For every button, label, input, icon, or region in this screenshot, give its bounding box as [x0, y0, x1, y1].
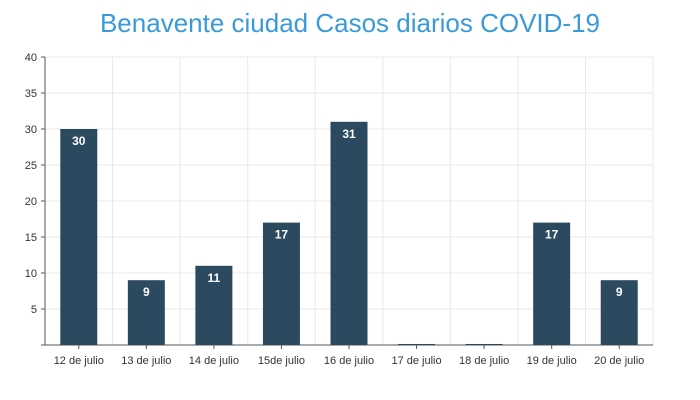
x-tick-label: 12 de julio	[54, 355, 104, 367]
data-label: 30	[72, 134, 86, 148]
data-label: 31	[342, 127, 356, 141]
data-label: 17	[275, 228, 289, 242]
x-tick-label: 14 de julio	[189, 355, 239, 367]
y-tick-label: 15	[25, 232, 37, 244]
y-tick-label: 30	[25, 124, 37, 136]
x-tick-label: 17 de julio	[391, 355, 441, 367]
y-tick-label: 25	[25, 160, 37, 172]
bar	[465, 344, 503, 345]
data-label: 9	[143, 285, 150, 299]
bar	[262, 222, 300, 345]
bar	[195, 265, 233, 345]
x-tick-label: 20 de julio	[594, 355, 644, 367]
bar	[533, 222, 571, 345]
x-tick-label: 19 de julio	[527, 355, 577, 367]
bar	[330, 121, 368, 345]
bar	[60, 129, 98, 345]
y-tick-label: 10	[25, 268, 37, 280]
data-label: 9	[616, 285, 623, 299]
y-tick-label: 20	[25, 196, 37, 208]
x-tick-label: 18 de julio	[459, 355, 509, 367]
y-tick-label: 35	[25, 88, 37, 100]
x-tick-label: 13 de julio	[121, 355, 171, 367]
data-label: 11	[208, 271, 221, 285]
data-label: 17	[545, 228, 559, 242]
y-tick-label: 5	[31, 304, 37, 316]
bar	[398, 344, 436, 345]
chart-title: Benavente ciudad Casos diarios COVID-19	[99, 8, 601, 38]
x-tick-label: 15de julio	[258, 355, 305, 367]
bar	[600, 280, 638, 345]
bar	[127, 280, 165, 345]
x-tick-label: 16 de julio	[324, 355, 374, 367]
y-tick-label: 40	[25, 52, 37, 64]
